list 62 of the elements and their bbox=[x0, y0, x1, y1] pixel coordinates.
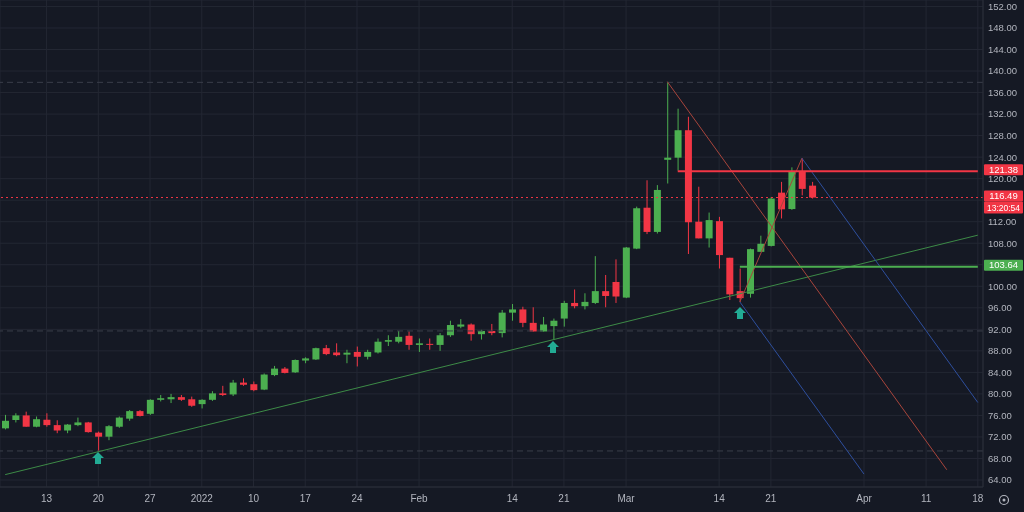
text: 121.38 bbox=[988, 163, 1019, 175]
y-tick-label: 128.00 bbox=[988, 129, 1018, 141]
candlestick bbox=[74, 417, 82, 427]
x-tick-label: Mar bbox=[617, 493, 636, 505]
y-tick-label: 136.00 bbox=[988, 86, 1018, 98]
candlestick bbox=[519, 306, 527, 328]
y-tick-label: 100.00 bbox=[988, 280, 1018, 292]
x-tick-label: 18 bbox=[972, 493, 984, 505]
y-tick-label: 120.00 bbox=[988, 173, 1018, 185]
y-tick-label: 124.00 bbox=[988, 151, 1018, 163]
x-tick-label: 11 bbox=[920, 493, 932, 505]
candlestick bbox=[591, 255, 599, 305]
candlestick bbox=[550, 318, 558, 341]
y-tick-label: 64.00 bbox=[988, 474, 1012, 486]
y-tick-label: 88.00 bbox=[988, 345, 1012, 357]
y-tick-label: 68.00 bbox=[988, 452, 1012, 464]
y-tick-label: 148.00 bbox=[988, 22, 1018, 34]
candlestick bbox=[612, 258, 620, 304]
y-tick-label: 140.00 bbox=[988, 65, 1018, 77]
candlestick bbox=[405, 330, 413, 351]
x-tick-label: 21 bbox=[765, 493, 777, 505]
x-tick-label: 21 bbox=[558, 493, 570, 505]
y-tick-label: 92.00 bbox=[988, 323, 1012, 335]
candlestick bbox=[343, 349, 351, 364]
y-tick-label: 72.00 bbox=[988, 431, 1012, 443]
ref-line-label: 116.49 bbox=[989, 190, 1018, 202]
y-tick-label: 152.00 bbox=[988, 0, 1018, 12]
text: 13:20:54 bbox=[986, 202, 1021, 213]
y-tick-label: 108.00 bbox=[988, 237, 1018, 249]
x-tick-label: Feb bbox=[410, 493, 429, 505]
x-tick-label: 13 bbox=[41, 493, 53, 505]
candlestick bbox=[353, 346, 361, 367]
y-tick-label: 76.00 bbox=[988, 409, 1012, 421]
y-tick-label: 80.00 bbox=[988, 388, 1012, 400]
candlestick bbox=[560, 300, 568, 328]
y-tick-label: 132.00 bbox=[988, 108, 1018, 120]
candlestick bbox=[198, 398, 206, 409]
x-tick-label: 14 bbox=[506, 493, 519, 505]
y-tick-label: 96.00 bbox=[988, 302, 1012, 314]
y-tick-label: 112.00 bbox=[988, 216, 1017, 228]
candlestick bbox=[571, 289, 579, 309]
x-tick-label: 20 bbox=[92, 493, 105, 505]
candlestick bbox=[415, 337, 423, 353]
candlestick bbox=[498, 309, 506, 338]
candlestick bbox=[95, 431, 103, 452]
x-tick-label: 2022 bbox=[190, 493, 214, 505]
x-tick-label: 24 bbox=[351, 493, 363, 505]
y-tick-label: 84.00 bbox=[988, 366, 1012, 378]
text: 103.64 bbox=[988, 259, 1019, 271]
x-tick-label: 14 bbox=[713, 493, 726, 505]
candlestick bbox=[43, 412, 51, 428]
y-tick-label: 144.00 bbox=[988, 43, 1018, 55]
x-tick-label: 17 bbox=[299, 493, 312, 505]
candlestick bbox=[664, 81, 672, 184]
candlestick bbox=[167, 393, 175, 404]
candlestick bbox=[426, 337, 434, 351]
x-tick-label: Apr bbox=[856, 493, 873, 505]
candlestick bbox=[705, 212, 713, 249]
x-tick-label: 10 bbox=[247, 493, 260, 505]
x-tick-label: 27 bbox=[144, 493, 157, 505]
candlestick bbox=[581, 292, 589, 310]
candlestick bbox=[602, 274, 610, 308]
